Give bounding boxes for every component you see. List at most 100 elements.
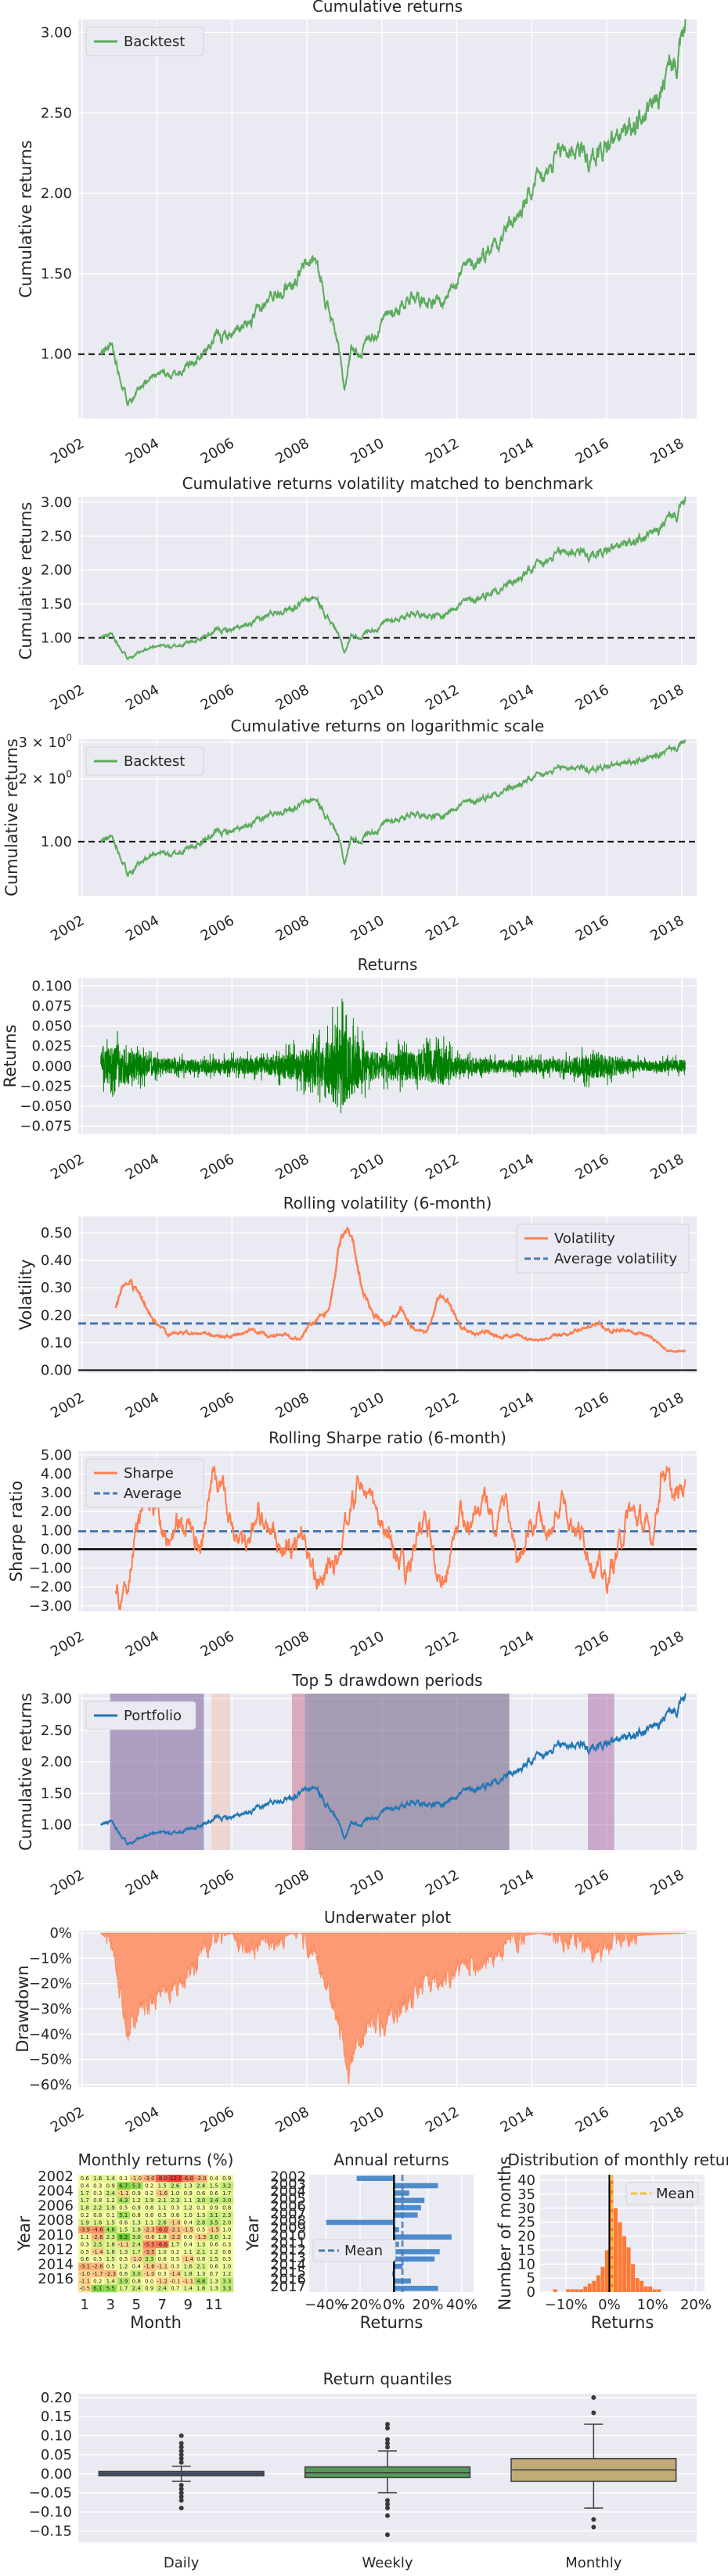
y-tick-label: −30% [29,2001,72,2017]
heatmap-value: -2.3 [105,2271,116,2277]
y-tick-label: −0.075 [20,1119,72,1135]
heatmap-value: 1.1 [145,2219,153,2226]
x-tick-label: 0% [383,2297,405,2313]
y-tick-label: 0.100 [31,978,72,994]
heatmap-value: 0.6 [81,2256,90,2262]
heatmap-value: -1.4 [92,2249,103,2255]
heatmap-value: 0.4 [132,2264,142,2270]
y-axis-label: Year [15,2215,34,2251]
heatmap-value: 2.4 [196,2183,206,2189]
histogram-bar [657,2289,661,2292]
bar [394,2249,439,2254]
x-tick-label: Monthly [565,2555,622,2571]
y-axis-label: Volatility [16,1259,35,1331]
heatmap-value: 1.7 [81,2197,89,2204]
heatmap-value: 1.5 [210,2256,218,2262]
heatmap-value: 2.4 [132,2286,142,2292]
heatmap-value: 0.4 [184,2241,193,2247]
y-tick-label: 2.50 [41,1723,72,1739]
y-axis-label: Sharpe ratio [7,1481,26,1583]
heatmap-value: 0.8 [93,2197,102,2204]
plot-area [309,2175,474,2292]
y-tick-label: 3.00 [41,1690,72,1707]
y-tick-label: 4.00 [41,1466,72,1482]
y-tick-label: 1.00 [41,1522,72,1539]
heatmap-value: -1.1 [182,2278,193,2284]
histogram-bar [644,2287,648,2292]
heatmap-value: 1.5 [210,2183,218,2189]
y-axis-label: Drawdown [13,1965,32,2053]
heatmap-value: 2.1 [196,2264,205,2270]
heatmap-value: 1.3 [196,2271,205,2277]
y-tick-label: 2.50 [41,105,72,121]
x-tick-label: Daily [164,2555,200,2571]
heatmap-value: 2.1 [196,2249,205,2255]
outlier-point [591,2525,596,2530]
heatmap-value: 6.1 [93,2286,102,2292]
outlier-point [385,2513,390,2518]
heatmap-value: 0.6 [222,2249,232,2255]
y-tick-label: 1.50 [41,596,72,613]
heatmap-value: -1.6 [144,2264,155,2270]
heatmap-value: 0.6 [158,2256,168,2262]
heatmap-value: 1.4 [184,2286,193,2292]
heatmap-value: 0.1 [119,2175,128,2182]
y-tick-label: 0.00 [41,2466,72,2482]
chart-title: Return quantiles [323,2369,452,2388]
outlier-point [385,2498,390,2502]
heatmap-value: 0.5 [119,2256,128,2262]
outlier-point [591,2410,596,2415]
heatmap-value: -6.0 [157,2227,168,2233]
y-axis-label: Cumulative returns [2,738,21,896]
heatmap-value: -0.6 [144,2234,155,2240]
y-tick-label: 3.00 [41,24,72,41]
heatmap-value: 2.3 [222,2212,231,2219]
x-tick-label: 11 [205,2297,223,2313]
x-tick-label: −20% [338,2297,381,2313]
x-tick-label: 1 [81,2297,89,2313]
heatmap-value: 3.9 [119,2278,128,2284]
y-tick-exponent: 0 [66,732,72,743]
y-tick-label: 1.00 [41,1817,72,1834]
y-tick-label: −40% [29,2026,72,2042]
x-tick-label: 20% [680,2297,712,2313]
heatmap-value: -2.6 [92,2234,103,2240]
heatmap-value: 0.6 [196,2190,206,2197]
y-tick-label: 2017 [270,2279,306,2295]
heatmap-value: 1.3 [210,2278,218,2284]
heatmap-value: 0.2 [81,2212,89,2219]
heatmap-value: -3.1 [79,2264,90,2270]
y-axis-label: Cumulative returns [16,140,35,298]
heatmap-value: 0.6 [119,2271,128,2277]
heatmap-value: 0.3 [171,2205,179,2211]
heatmap-value: -1.0 [170,2219,181,2226]
heatmap-value: 0.7 [171,2286,179,2292]
heatmap-value: 0.6 [145,2212,154,2219]
heatmap-value: 1.9 [81,2219,89,2226]
heatmap-value: 5.5 [106,2286,115,2292]
x-tick-label: 0% [598,2297,621,2313]
y-tick-label: 0.10 [41,1335,72,1351]
heatmap-value: 0.8 [93,2212,102,2219]
y-tick-base: 1.00 [41,834,72,850]
heatmap-value: -2.3 [144,2227,155,2233]
heatmap-value: 0.6 [119,2219,128,2226]
x-tick-label: 40% [446,2297,478,2313]
heatmap-value: 1.2 [132,2197,141,2204]
y-tick-label: −0.025 [20,1078,72,1094]
heatmap-value: 3.4 [210,2197,219,2204]
heatmap-value: -12.0 [168,2175,182,2182]
y-tick-label: 0.30 [41,1280,72,1296]
heatmap-value: 6.7 [119,2183,128,2189]
bar [326,2220,395,2226]
y-tick-label: −0.15 [29,2523,72,2539]
y-tick-label: 0.50 [41,1225,72,1241]
y-tick-label: 0.00 [41,1362,72,1378]
chart-title: Rolling Sharpe ratio (6-month) [268,1428,506,1447]
y-tick-label: 3 × 100 [18,732,72,751]
y-tick-label: 1.50 [41,266,72,282]
y-tick-label: 0.20 [41,1307,72,1324]
y-tick-label: 15 [517,2242,535,2258]
heatmap-value: 1.8 [196,2286,205,2292]
heatmap-value: -4.6 [92,2227,103,2233]
